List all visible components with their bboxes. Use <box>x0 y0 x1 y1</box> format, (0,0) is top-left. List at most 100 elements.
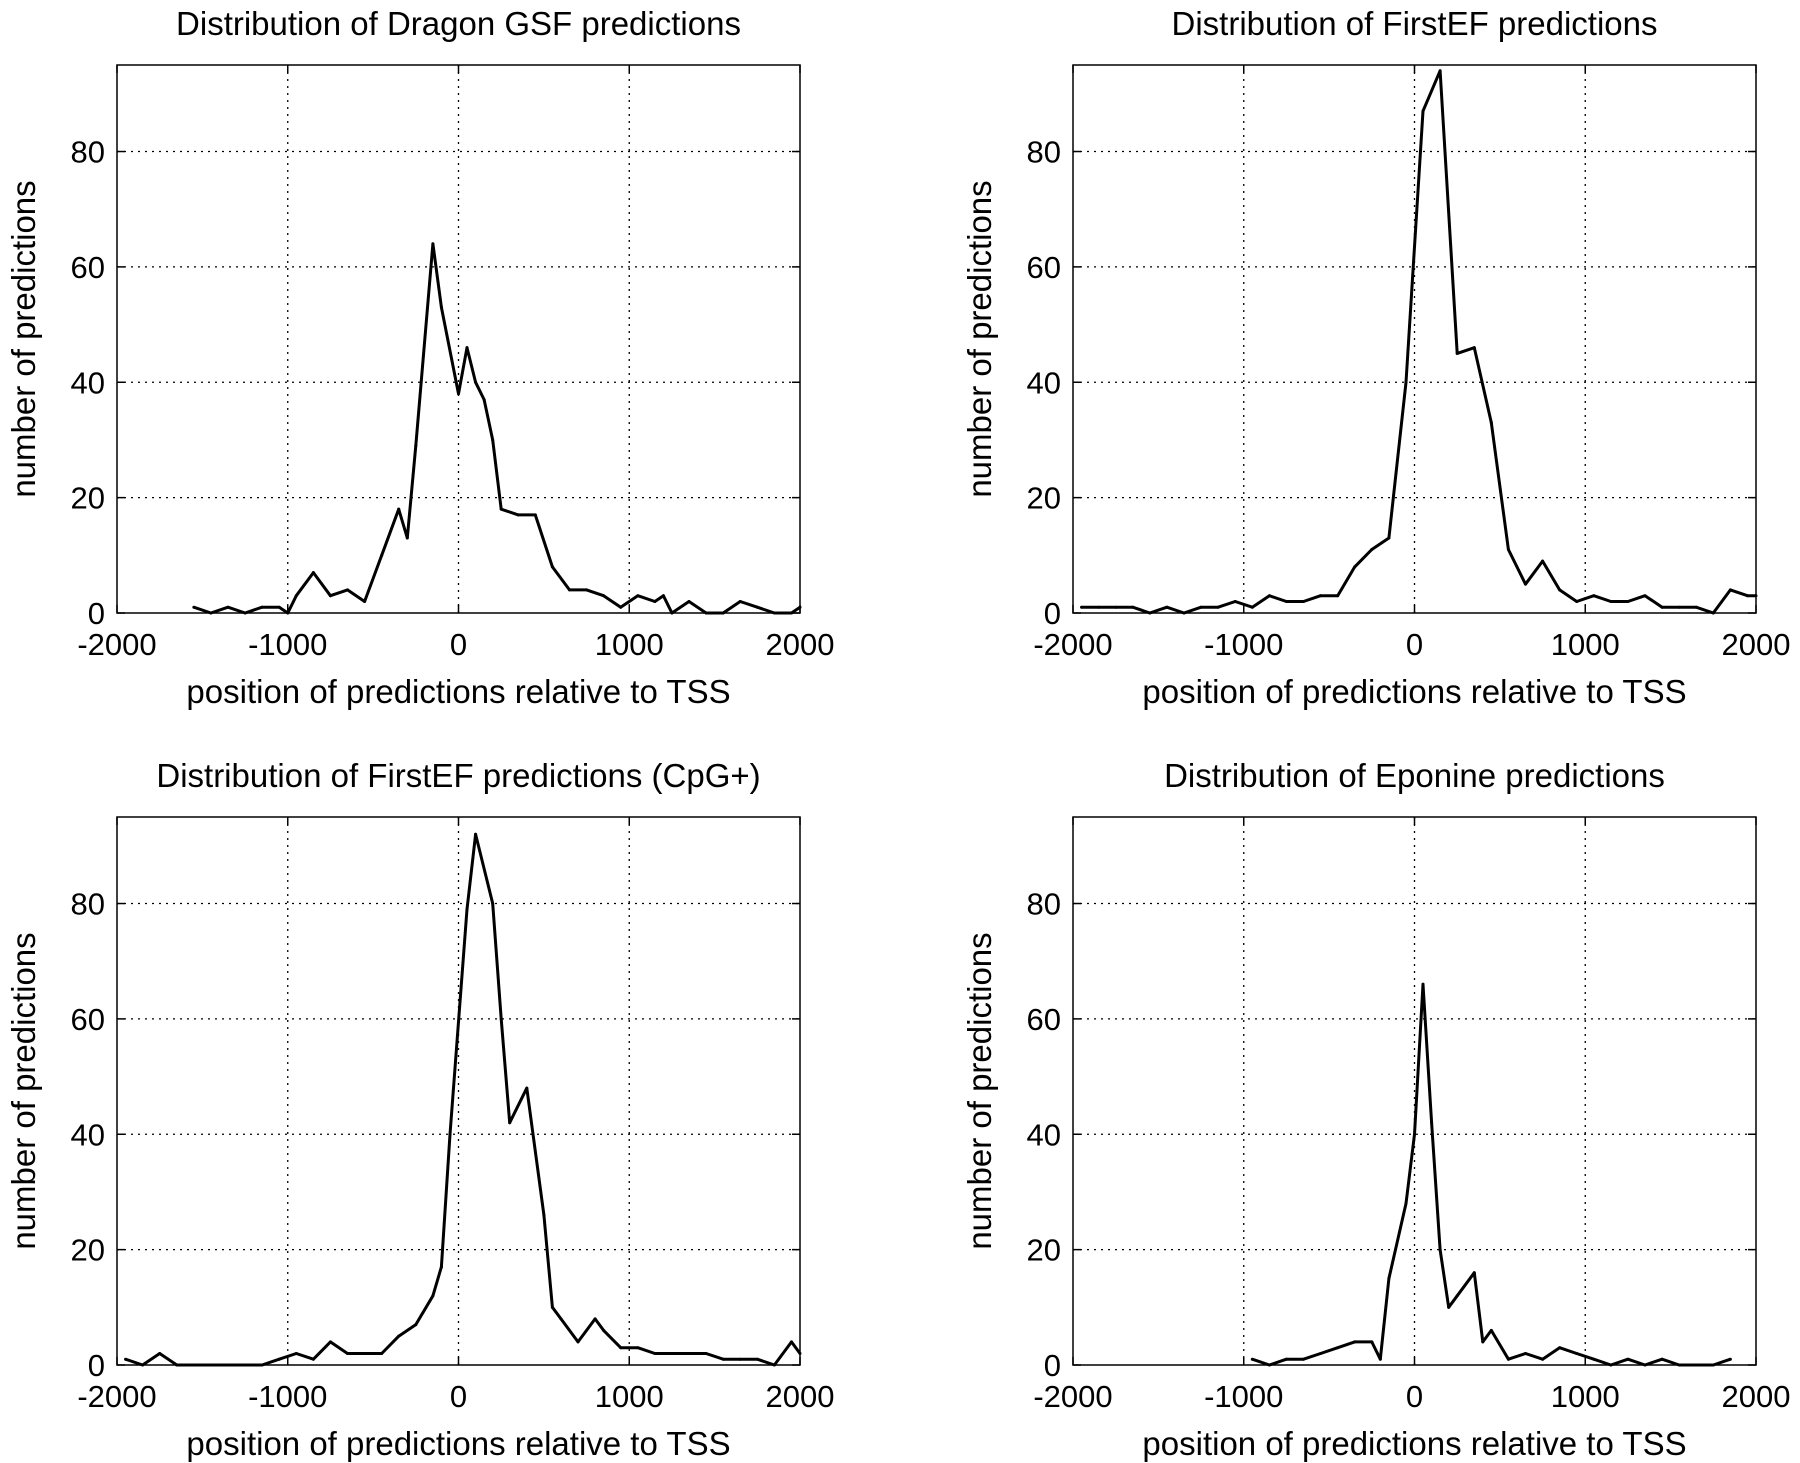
data-point <box>755 605 759 609</box>
data-point <box>798 605 802 609</box>
data-point <box>1626 1357 1630 1361</box>
series-line <box>1251 982 1731 1367</box>
x-tick-label: 1000 <box>1551 627 1620 662</box>
data-point <box>1694 1363 1698 1367</box>
data-point <box>755 1357 759 1361</box>
data-point <box>328 1340 332 1344</box>
data-point <box>738 599 742 603</box>
x-tick-label: -1000 <box>248 1379 327 1414</box>
data-point <box>1404 380 1408 384</box>
y-axis-label: number of predictions <box>961 180 998 497</box>
y-axis-label: number of predictions <box>5 932 42 1249</box>
data-point <box>772 611 776 615</box>
data-point <box>277 605 281 609</box>
data-point <box>482 398 486 402</box>
chart-panel-2: -2000 -1000 0 1000 2000 0 20 40 60 80 Distribution… <box>961 5 1790 710</box>
x-axis-label: position of predictions relative to TSS <box>186 673 730 710</box>
y-axis-label: number of predictions <box>5 180 42 497</box>
y-tick-label: 60 <box>1027 250 1061 285</box>
data-point <box>1575 1351 1579 1355</box>
data-point <box>670 1351 674 1355</box>
data-point <box>1080 605 1084 609</box>
data-point <box>158 1351 162 1355</box>
data-point <box>585 588 589 592</box>
data-point <box>439 1265 443 1269</box>
x-tick-label: 2000 <box>766 1379 835 1414</box>
x-axis-label: position of predictions relative to TSS <box>1142 673 1686 710</box>
data-point <box>1216 605 1220 609</box>
data-point <box>1404 1201 1408 1205</box>
data-point <box>1472 1271 1476 1275</box>
data-point <box>1677 605 1681 609</box>
data-point <box>474 832 478 836</box>
data-point <box>431 1294 435 1298</box>
x-tick-label: -2000 <box>1033 1379 1112 1414</box>
data-point <box>1711 611 1715 615</box>
data-point <box>346 1351 350 1355</box>
data-point <box>1378 1357 1382 1361</box>
data-point <box>1387 536 1391 540</box>
x-tick-label: -2000 <box>77 1379 156 1414</box>
x-tick-label: -1000 <box>248 627 327 662</box>
data-point <box>1541 1357 1545 1361</box>
data-point <box>209 1363 213 1367</box>
y-axis-label: number of predictions <box>961 932 998 1249</box>
data-point <box>1182 611 1186 615</box>
data-point <box>687 599 691 603</box>
data-point <box>1745 594 1749 598</box>
x-tick-label: 1000 <box>595 627 664 662</box>
data-point <box>1353 565 1357 569</box>
data-point <box>1131 605 1135 609</box>
x-axis-label: position of predictions relative to TSS <box>1142 1425 1686 1462</box>
data-point <box>721 1357 725 1361</box>
data-point <box>1430 1121 1434 1125</box>
data-point <box>1267 1363 1271 1367</box>
data-point <box>363 1351 367 1355</box>
chart-title: Distribution of FirstEF predictions (CpG… <box>156 757 760 794</box>
data-point <box>1754 594 1758 598</box>
data-point <box>1250 1357 1254 1361</box>
data-point <box>1250 605 1254 609</box>
data-point <box>1609 1363 1613 1367</box>
data-point <box>550 1305 554 1309</box>
chart-panel-3: -2000 -1000 0 1000 2000 0 20 40 60 80 Distribution… <box>5 757 834 1462</box>
data-point <box>1481 1340 1485 1344</box>
data-point <box>1558 588 1562 592</box>
data-point <box>474 380 478 384</box>
data-point <box>311 1357 315 1361</box>
data-point <box>738 1357 742 1361</box>
data-point <box>1114 605 1118 609</box>
data-point <box>619 1346 623 1350</box>
data-point <box>1370 548 1374 552</box>
y-tick-label: 60 <box>71 1002 105 1037</box>
data-point <box>1506 1357 1510 1361</box>
data-point <box>1694 605 1698 609</box>
data-point <box>1489 1328 1493 1332</box>
data-point <box>465 346 469 350</box>
data-point <box>1284 1357 1288 1361</box>
chart-panel-1: -2000 -1000 0 1000 2000 0 20 40 60 80 Distribution… <box>5 5 834 710</box>
data-point <box>328 594 332 598</box>
y-tick-label: 0 <box>1044 596 1061 631</box>
data-point <box>1097 605 1101 609</box>
data-point <box>602 594 606 598</box>
data-point <box>1728 1357 1732 1361</box>
data-point <box>499 1017 503 1021</box>
x-tick-label: -1000 <box>1204 1379 1283 1414</box>
data-point <box>141 1363 145 1367</box>
x-tick-label: 0 <box>1406 627 1423 662</box>
data-point <box>243 611 247 615</box>
data-point <box>704 1351 708 1355</box>
data-point <box>286 611 290 615</box>
y-tick-label: 20 <box>71 1233 105 1268</box>
y-tick-label: 80 <box>71 887 105 922</box>
x-tick-label: -2000 <box>77 627 156 662</box>
x-tick-label: 0 <box>1406 1379 1423 1414</box>
y-tick-label: 20 <box>1027 481 1061 516</box>
data-point <box>1660 605 1664 609</box>
data-point <box>1643 1363 1647 1367</box>
data-point <box>542 1213 546 1217</box>
data-point <box>1302 1357 1306 1361</box>
data-point <box>1660 1357 1664 1361</box>
